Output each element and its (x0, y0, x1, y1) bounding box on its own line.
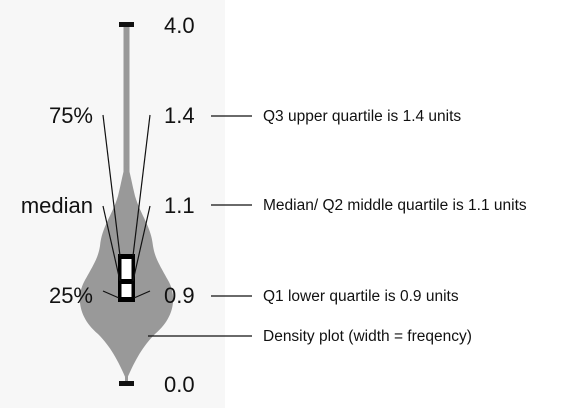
scale-label-min: 0.0 (164, 372, 195, 397)
annotation-q3: Q3 upper quartile is 1.4 units (263, 108, 461, 125)
scale-label-median: 1.1 (164, 193, 195, 218)
median-right-pointer (132, 205, 151, 282)
upper-whisker-stem (123, 25, 130, 175)
scale-label-q3: 1.4 (164, 103, 195, 128)
scale-label-q1: 0.9 (164, 283, 195, 308)
min-cap (119, 381, 134, 386)
annotation-density: Density plot (width = freqency) (263, 328, 472, 345)
annotation-q1: Q1 lower quartile is 0.9 units (263, 288, 459, 305)
left-label-q3: 75% (49, 103, 93, 128)
q3-right-pointer (132, 114, 151, 257)
annotation-median: Median/ Q2 middle quartile is 1.1 units (263, 197, 527, 214)
max-cap (119, 22, 134, 27)
left-label-q1: 25% (49, 283, 93, 308)
box-upper-inner (121, 259, 132, 279)
scale-label-max: 4.0 (164, 13, 195, 38)
q1-right-pointer (133, 290, 151, 299)
median-left-pointer (102, 205, 121, 282)
left-label-median: median (21, 193, 93, 218)
q1-left-pointer (102, 290, 120, 299)
q3-left-pointer (102, 114, 121, 257)
box-lower-inner (121, 284, 132, 297)
